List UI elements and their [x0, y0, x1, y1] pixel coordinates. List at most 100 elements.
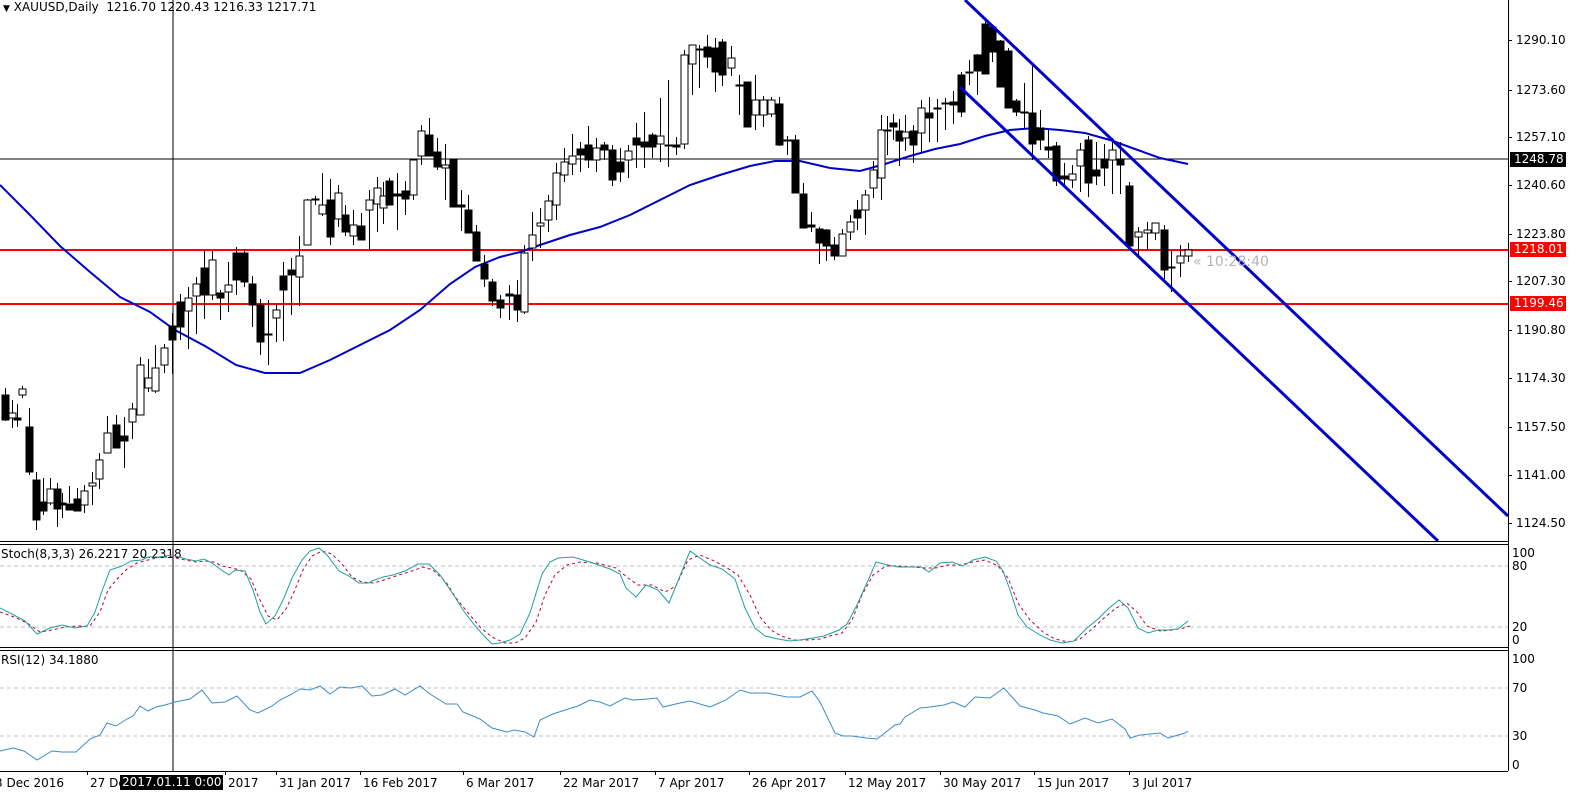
candle [480, 255, 489, 287]
candle [1036, 110, 1045, 150]
crosshair-date-label: 2017.01.11 0:00 [120, 775, 224, 790]
indicator-axis-label: 20 [1512, 620, 1528, 634]
indicator-axis-label: 100 [1512, 546, 1535, 560]
candle [838, 229, 847, 257]
candle [727, 46, 736, 76]
time-axis-label: 22 Mar 2017 [563, 776, 640, 790]
candle [600, 142, 609, 160]
candle [775, 97, 784, 146]
channel-upper-trendline [963, 0, 1508, 518]
candle [488, 279, 497, 306]
candle [457, 190, 466, 231]
candle [735, 75, 744, 115]
candle [767, 97, 776, 117]
candle [822, 229, 831, 261]
time-tick [463, 771, 464, 775]
candle [349, 210, 358, 245]
candle [552, 163, 561, 220]
price-chart-panel[interactable]: ▼ XAUUSD,Daily 1216.70 1220.43 1216.33 1… [0, 0, 1508, 542]
candle [1116, 142, 1125, 194]
candle [632, 123, 641, 168]
candle [216, 290, 225, 320]
candle [1, 388, 10, 421]
candlestick-chart[interactable] [0, 0, 1508, 541]
stochastic-panel[interactable]: Stoch(8,3,3) 26.2217 20.2318 [0, 544, 1508, 648]
candle [909, 125, 918, 163]
rsi-panel[interactable]: RSI(12) 34.1880 [0, 650, 1508, 772]
time-axis-label: 15 Jun 2017 [1037, 776, 1110, 790]
candle [703, 35, 712, 68]
candle [272, 304, 281, 342]
candle [232, 247, 241, 295]
time-tick [225, 771, 226, 775]
candle [393, 173, 402, 230]
price-axis-label: 1273.60 [1516, 83, 1566, 97]
candle [136, 357, 145, 416]
candle [830, 237, 839, 260]
candle [279, 262, 288, 341]
candle [1092, 142, 1101, 185]
candle [496, 295, 505, 318]
indicator-axis-label: 100 [1512, 652, 1535, 666]
candle [248, 276, 257, 327]
price-axis-label: 1207.30 [1516, 274, 1566, 288]
candle [13, 404, 22, 427]
time-axis-label: 27 De [90, 776, 126, 790]
candle [505, 285, 514, 320]
candle [957, 72, 966, 117]
candle [8, 400, 17, 428]
indicator-axis-label: 80 [1512, 559, 1528, 573]
candle [853, 200, 862, 230]
candle [1068, 165, 1077, 188]
candle [1020, 83, 1029, 128]
price-axis-label: 1157.50 [1516, 420, 1566, 434]
candle [256, 299, 265, 355]
channel-lower-trendline [958, 85, 1440, 541]
price-axis-label: 1257.10 [1516, 130, 1566, 144]
candle [1160, 225, 1169, 279]
time-tick [87, 771, 88, 775]
candle [103, 416, 112, 454]
time-axis-label: 12 May 2017 [848, 776, 927, 790]
time-tick [276, 771, 277, 775]
candle [80, 485, 89, 513]
candle [759, 96, 768, 127]
time-axis-label: 30 May 2017 [943, 776, 1022, 790]
rsi-title: RSI(12) 34.1880 [1, 653, 99, 667]
time-tick [940, 771, 941, 775]
candle [680, 50, 689, 149]
candle [46, 478, 55, 505]
candle [88, 472, 97, 505]
price-axis-label: 1124.50 [1516, 516, 1566, 530]
time-axis-label: 16 Feb 2017 [363, 776, 438, 790]
time-axis-label: 2017 [228, 776, 259, 790]
candle [1060, 163, 1069, 187]
candle [341, 205, 350, 236]
candle [648, 133, 657, 158]
candle [311, 196, 320, 205]
candle [176, 294, 185, 340]
price-tick [1508, 281, 1512, 282]
price-tick [1508, 330, 1512, 331]
menu-triangle-icon[interactable]: ▼ [3, 4, 10, 14]
candle [965, 60, 974, 85]
price-axis-label: 1190.80 [1516, 323, 1566, 337]
candle [751, 75, 760, 130]
price-axis-label: 1290.10 [1516, 33, 1566, 47]
time-tick [655, 771, 656, 775]
time-axis-label: 3 Dec 2016 [0, 776, 65, 790]
candle [1012, 99, 1021, 116]
price-level-tag: 1218.01 [1510, 242, 1566, 257]
price-tick [1508, 378, 1512, 379]
candle [112, 415, 121, 449]
price-tick [1508, 137, 1512, 138]
candle [425, 118, 434, 157]
candle [295, 236, 304, 306]
price-tick [1508, 40, 1512, 41]
candle [889, 114, 898, 140]
candle [1100, 144, 1109, 186]
candle [711, 38, 720, 92]
candle [560, 148, 569, 182]
candle [385, 178, 394, 206]
indicator-axis-label: 0 [1512, 633, 1520, 647]
